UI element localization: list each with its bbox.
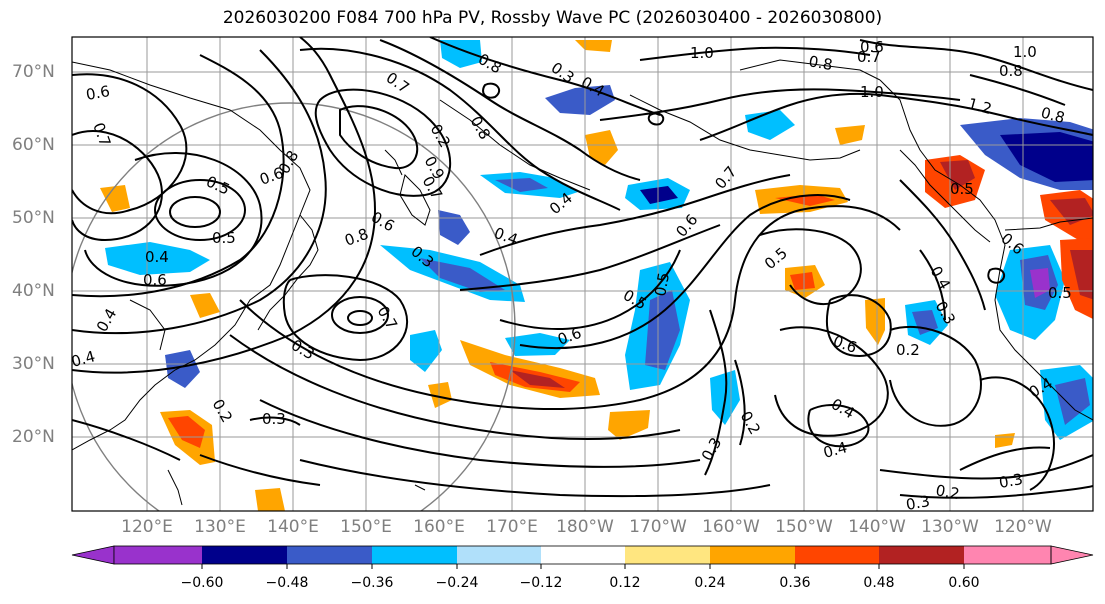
lat-label: 40°N	[12, 281, 55, 301]
colorbar-segment	[541, 546, 625, 564]
contour-label: 0.4	[145, 248, 169, 266]
colorbar-segment	[625, 546, 710, 564]
colorbar-tick-label: −0.36	[350, 575, 394, 591]
colorbar-segment	[795, 546, 879, 564]
contour-label: 0.3	[262, 410, 286, 428]
radius-circle	[72, 102, 516, 511]
contour-label: 0.5	[950, 180, 974, 198]
positive-anomaly-patch	[168, 416, 205, 448]
positive-anomaly-patch	[575, 40, 612, 52]
positive-anomaly-patch	[510, 370, 565, 388]
lon-label: 180°W	[556, 517, 614, 537]
colorbar-extend-high	[1050, 545, 1094, 565]
contour-label: 1.2	[966, 94, 994, 118]
contour-label: 0.4	[821, 438, 849, 462]
lon-label: 120°E	[121, 517, 173, 537]
contour-label: 1.0	[860, 83, 884, 101]
lon-label: 120°W	[994, 517, 1052, 537]
contour-label: 0.3	[998, 470, 1025, 492]
colorbar-segment	[710, 546, 795, 564]
positive-anomaly-patch	[835, 125, 865, 145]
colorbar-segment	[287, 546, 372, 564]
lon-label: 160°W	[702, 517, 760, 537]
lon-label: 150°W	[775, 517, 833, 537]
contour-label: 0.8	[1039, 103, 1067, 127]
colorbar-segment	[457, 546, 541, 564]
lat-label: 20°N	[12, 427, 55, 447]
colorbar-tick-label: 0.24	[694, 575, 726, 591]
colorbar-tick-label: −0.12	[519, 575, 563, 591]
contour-label: 0.8	[999, 62, 1023, 80]
contour-label: 1.0	[1013, 43, 1037, 61]
positive-anomaly-patch	[1070, 250, 1093, 300]
colorbar-tick-label: −0.24	[435, 575, 479, 591]
negative-anomaly-patch	[505, 333, 570, 356]
negative-anomaly-patch	[440, 40, 482, 68]
positive-anomaly-patch	[428, 382, 452, 408]
map-title: 2026030200 F084 700 hPa PV, Rossby Wave …	[222, 8, 883, 28]
negative-anomaly-patch	[438, 210, 470, 245]
contour-label: 0.3	[905, 492, 932, 514]
contour-label: 0.2	[934, 481, 961, 503]
colorbar-tick-label: −0.60	[180, 575, 224, 591]
lon-label: 130°E	[194, 517, 246, 537]
positive-anomaly-patch	[255, 488, 285, 511]
lon-label: 130°W	[921, 517, 979, 537]
positive-anomaly-patch	[608, 410, 650, 440]
lat-label: 70°N	[12, 62, 55, 82]
positive-anomaly-patch	[775, 194, 835, 206]
lon-label: 170°E	[486, 517, 538, 537]
negative-anomaly-patch	[640, 186, 678, 204]
colorbar-tick-label: 0.60	[948, 575, 980, 591]
positive-anomaly-patch	[585, 130, 618, 165]
lon-label: 150°E	[340, 517, 392, 537]
negative-anomaly-patch	[1055, 378, 1090, 425]
negative-anomaly-patch	[645, 290, 680, 370]
contour-label: 0.7	[857, 48, 881, 66]
lon-label: 170°W	[629, 517, 687, 537]
colorbar-extend-low	[71, 545, 115, 565]
colorbar-tick-label: −0.48	[265, 575, 309, 591]
negative-anomaly-patch	[410, 330, 442, 372]
lon-label: 140°E	[267, 517, 319, 537]
colorbar-segment	[964, 546, 1051, 564]
contour-label: 0.8	[807, 52, 834, 74]
contour-label: 0.5	[1048, 284, 1072, 302]
contour-label: 0.5	[212, 229, 236, 247]
colorbar-tick-label: 0.12	[609, 575, 641, 591]
map-frame	[71, 36, 1094, 512]
colorbar	[71, 545, 1094, 569]
graticule	[72, 37, 1093, 511]
lat-label: 30°N	[12, 354, 55, 374]
lat-label: 50°N	[12, 208, 55, 228]
negative-anomaly-patch	[105, 242, 210, 275]
positive-anomaly-patch	[190, 293, 220, 318]
contour-label: 1.0	[690, 44, 714, 62]
positive-anomaly-patch	[790, 272, 815, 290]
contour-label: 0.6	[85, 82, 112, 104]
negative-anomaly-patch	[420, 258, 505, 292]
colorbar-segment	[202, 546, 287, 564]
coastlines	[72, 59, 1093, 506]
contour-label: 0.6	[143, 271, 167, 289]
colorbar-segment	[114, 546, 202, 564]
positive-anomaly-patch	[100, 185, 130, 212]
negative-anomaly-patch	[495, 178, 548, 192]
contour-label: 0.6	[860, 38, 884, 56]
colorbar-segment	[372, 546, 457, 564]
contour-label: 0.4	[69, 347, 97, 371]
lon-label: 140°W	[848, 517, 906, 537]
positive-anomaly-patch	[940, 160, 975, 190]
contour-label: 0.2	[896, 341, 920, 359]
colorbar-tick-label: 0.48	[863, 575, 895, 591]
lat-label: 60°N	[12, 135, 55, 155]
colorbar-tick-label: 0.36	[779, 575, 811, 591]
lon-label: 160°E	[413, 517, 465, 537]
contour-label: 0.5	[651, 271, 673, 298]
pv-contours	[72, 37, 1093, 499]
positive-anomaly-patch	[865, 298, 885, 345]
negative-anomaly-patch	[165, 350, 200, 388]
colorbar-segment	[879, 546, 964, 564]
